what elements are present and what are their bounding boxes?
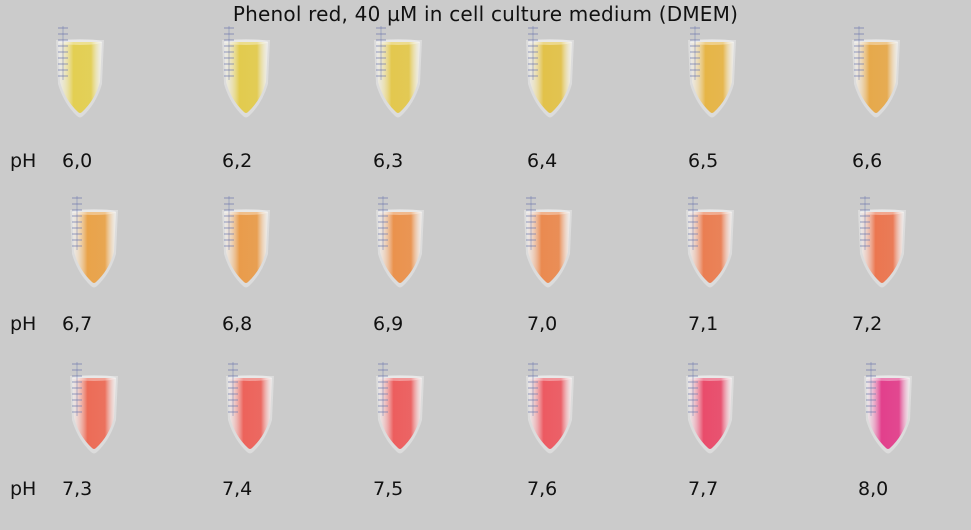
page-title: Phenol red, 40 µM in cell culture medium…: [232, 2, 739, 26]
ph-value: 6,0: [62, 150, 93, 172]
ph-value: 8,0: [858, 478, 889, 500]
ph-value: 6,4: [527, 150, 558, 172]
ph-value: 7,0: [527, 313, 558, 335]
ph-value: 6,5: [688, 150, 719, 172]
ph-value: 6,9: [373, 313, 404, 335]
tube-icon: [216, 22, 276, 132]
ph-value: 7,4: [222, 478, 253, 500]
ph-value: 7,5: [373, 478, 404, 500]
ph-value: 6,8: [222, 313, 253, 335]
tube-icon: [216, 192, 276, 302]
row-label-ph: pH: [10, 478, 37, 500]
tube-icon: [50, 22, 110, 132]
ph-value: 6,3: [373, 150, 404, 172]
ph-value: 7,3: [62, 478, 93, 500]
tube-icon: [852, 192, 912, 302]
tube-icon: [64, 358, 124, 468]
row-label-ph: pH: [10, 313, 37, 335]
ph-value: 6,2: [222, 150, 253, 172]
ph-value: 7,7: [688, 478, 719, 500]
tube-icon: [64, 192, 124, 302]
ph-value: 6,6: [852, 150, 883, 172]
tube-icon: [680, 358, 740, 468]
tube-icon: [858, 358, 918, 468]
tube-icon: [682, 22, 742, 132]
tube-icon: [520, 358, 580, 468]
tube-icon: [680, 192, 740, 302]
tube-icon: [370, 192, 430, 302]
tube-icon: [518, 192, 578, 302]
ph-value: 6,7: [62, 313, 93, 335]
tube-icon: [368, 22, 428, 132]
tube-icon: [846, 22, 906, 132]
tube-icon: [520, 22, 580, 132]
ph-value: 7,2: [852, 313, 883, 335]
tube-icon: [220, 358, 280, 468]
row-label-ph: pH: [10, 150, 37, 172]
ph-value: 7,6: [527, 478, 558, 500]
tube-icon: [370, 358, 430, 468]
ph-value: 7,1: [688, 313, 719, 335]
